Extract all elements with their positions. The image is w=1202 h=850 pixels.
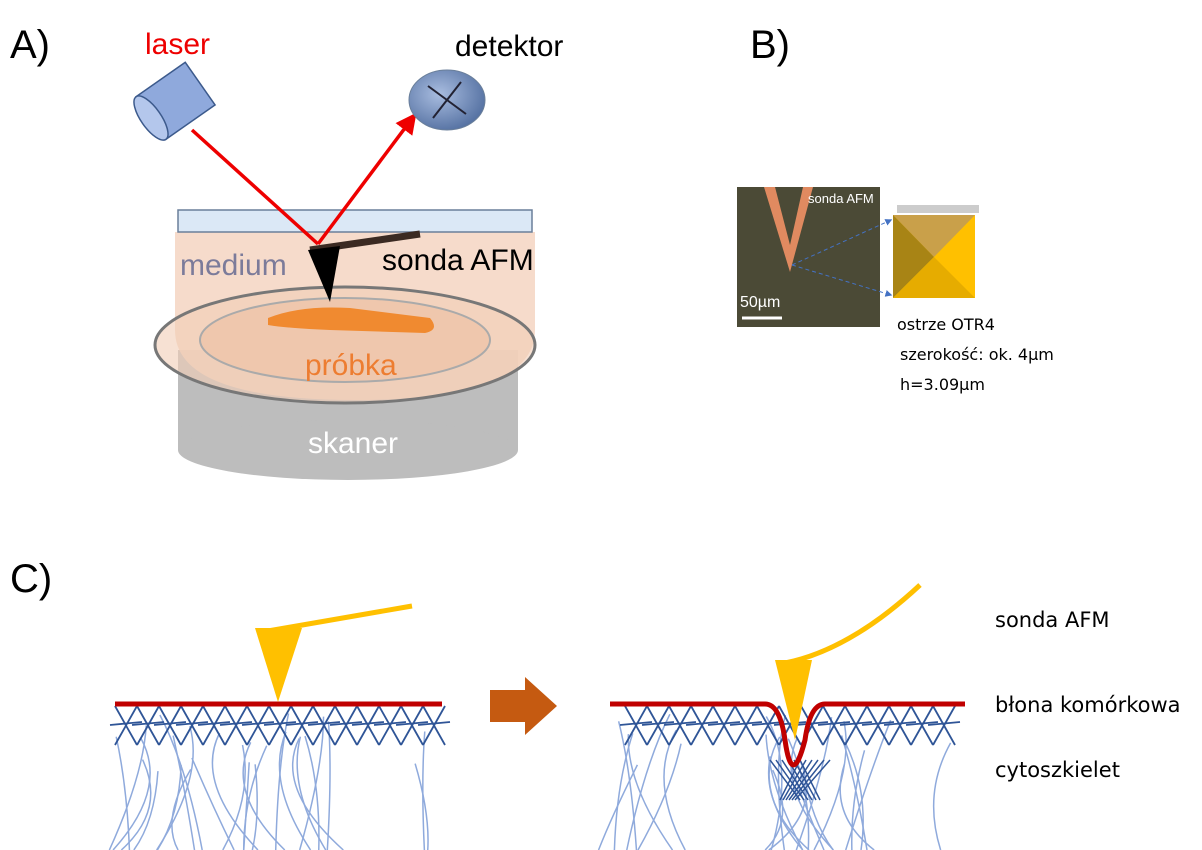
probe-label: sonda AFM <box>382 244 534 277</box>
fiber <box>934 743 951 850</box>
panel-label: C) <box>10 557 52 601</box>
figure: A) laser detektor medium sonda AFM próbk… <box>0 0 1202 850</box>
detector-label: detektor <box>455 30 563 63</box>
shadow <box>897 205 979 213</box>
fiber <box>396 706 428 745</box>
fiber <box>242 706 274 745</box>
fiber <box>132 706 164 745</box>
fiber <box>198 706 230 745</box>
fiber <box>928 706 960 745</box>
fiber <box>638 744 681 850</box>
fiber <box>286 706 318 745</box>
width-label: szerokość: ok. 4µm <box>900 345 1054 364</box>
medium-label: medium <box>180 249 287 282</box>
laser-label: laser <box>145 28 210 61</box>
fiber <box>814 721 846 850</box>
cytoskeleton <box>109 706 960 850</box>
panel-label: A) <box>10 23 50 67</box>
fiber <box>327 721 330 850</box>
fiber <box>110 706 142 745</box>
fiber <box>352 706 384 745</box>
fiber <box>220 706 252 745</box>
fiber <box>906 706 938 745</box>
laser-source <box>128 62 215 145</box>
fiber <box>154 706 186 745</box>
fiber <box>134 771 158 850</box>
membrane-label: błona komórkowa <box>995 693 1181 717</box>
fiber <box>686 706 718 745</box>
sample-label: próbka <box>305 349 397 382</box>
fiber <box>264 706 296 745</box>
panel-label: B) <box>750 23 790 67</box>
arrow <box>490 677 557 735</box>
glass-slide <box>178 210 532 232</box>
fiber <box>173 736 194 850</box>
scale-label: 50µm <box>740 294 780 311</box>
fiber <box>664 706 696 745</box>
fiber <box>730 706 762 745</box>
tip-label: ostrze OTR4 <box>897 315 995 334</box>
fiber <box>160 715 202 850</box>
fiber <box>418 706 450 745</box>
panel-b: B) sonda AFM 50µm ostrze OTR4 szerokość:… <box>737 23 1054 394</box>
image-label: sonda AFM <box>808 191 874 206</box>
cantilever <box>785 585 920 663</box>
fiber <box>276 713 289 850</box>
height-label: h=3.09µm <box>900 375 985 394</box>
fiber <box>374 706 406 745</box>
panel-a: A) laser detektor medium sonda AFM próbk… <box>10 23 563 480</box>
fiber <box>300 717 324 850</box>
probe-tip <box>255 628 302 702</box>
scanner-label: skaner <box>308 427 398 460</box>
fiber <box>330 706 362 745</box>
fiber <box>423 731 425 850</box>
fiber <box>415 764 428 850</box>
probe-label: sonda AFM <box>995 608 1110 632</box>
fiber <box>157 765 181 850</box>
fiber <box>620 706 652 745</box>
panel-c: C) sonda AFM błona komórkowa cytoszkiele… <box>10 557 1181 850</box>
fiber <box>308 706 340 745</box>
cytoskeleton-label: cytoszkielet <box>995 758 1120 782</box>
fiber <box>708 706 740 745</box>
